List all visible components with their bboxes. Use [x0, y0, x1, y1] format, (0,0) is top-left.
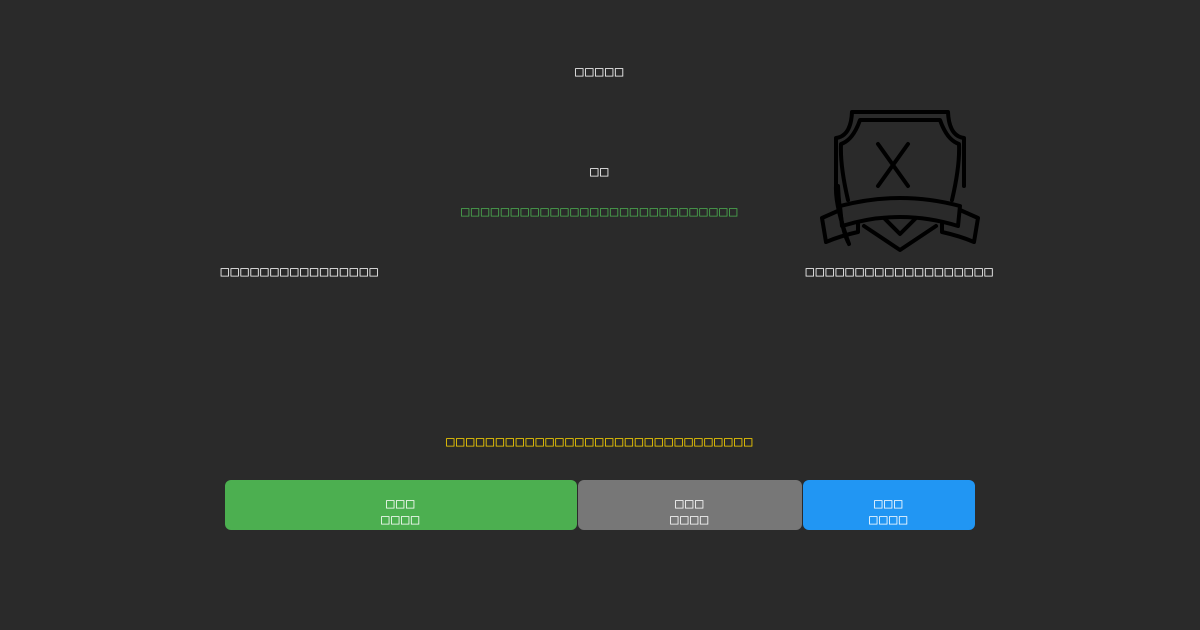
button-label-line2: □□□□: [381, 512, 421, 528]
status-heading: □□: [590, 164, 610, 180]
warning-message: □□□□□□□□□□□□□□□□□□□□□□□□□□□□□□□: [446, 434, 754, 450]
button-label-line1: □□□: [386, 496, 416, 512]
gray-action-button[interactable]: □□□ □□□□: [578, 480, 802, 530]
button-label-line2: □□□□: [869, 512, 909, 528]
shield-x-badge-icon: [820, 110, 980, 252]
left-label: □□□□□□□□□□□□□□□□: [220, 264, 380, 280]
status-message: □□□□□□□□□□□□□□□□□□□□□□□□□□□□: [460, 204, 739, 220]
page-title: □□□□□: [575, 64, 625, 80]
green-action-button[interactable]: □□□ □□□□: [225, 480, 577, 530]
button-label-line2: □□□□: [670, 512, 710, 528]
right-label: □□□□□□□□□□□□□□□□□□□: [805, 264, 995, 280]
button-label-line1: □□□: [675, 496, 705, 512]
blue-action-button[interactable]: □□□ □□□□: [803, 480, 975, 530]
button-label-line1: □□□: [874, 496, 904, 512]
